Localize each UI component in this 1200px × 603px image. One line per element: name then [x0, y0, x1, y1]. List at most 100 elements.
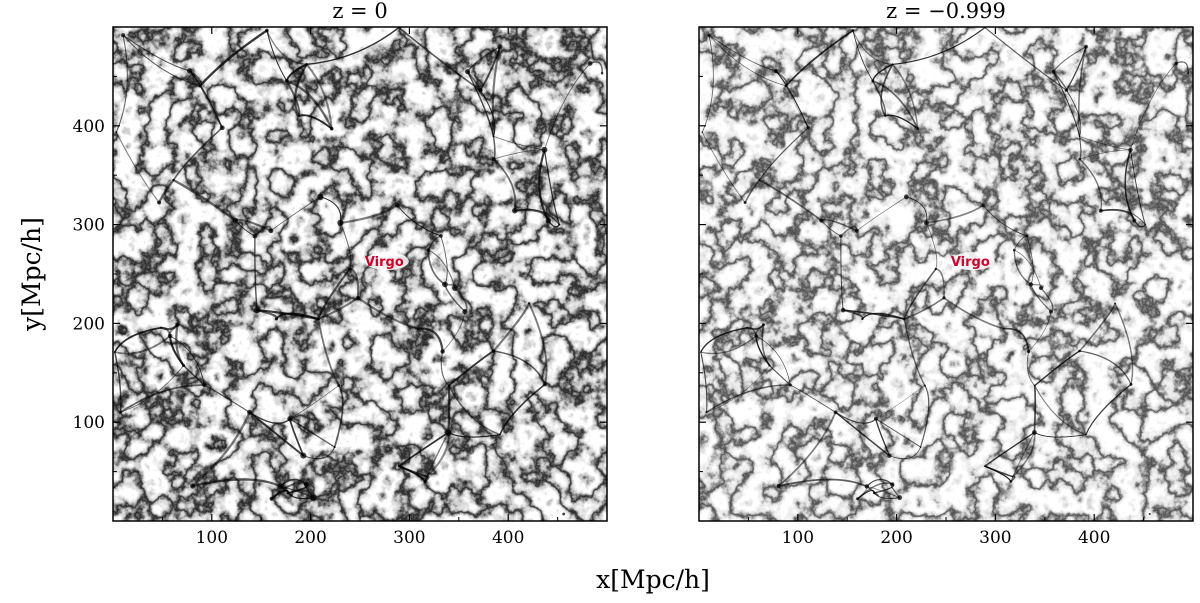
filament	[514, 208, 560, 226]
halo-node	[269, 496, 274, 501]
yticks-right	[699, 75, 1193, 473]
filament	[427, 249, 446, 286]
halo-node	[903, 194, 909, 200]
filament	[398, 431, 450, 468]
halo-node	[840, 307, 846, 313]
halo-node	[1026, 349, 1031, 354]
filament	[903, 297, 945, 320]
halo-node	[705, 411, 708, 414]
halo-node	[887, 453, 892, 458]
filament	[700, 351, 708, 413]
filament	[758, 179, 823, 222]
halo-node	[1128, 147, 1133, 153]
halo-node	[182, 363, 186, 368]
halo-node	[491, 349, 496, 353]
x-tick-label: 100	[196, 528, 228, 548]
filament	[416, 327, 444, 353]
filament	[175, 323, 185, 367]
x-axis-label: x[Mpc/h]	[596, 565, 710, 594]
halo-node	[462, 309, 468, 315]
halo-node	[465, 69, 471, 75]
filament	[1130, 63, 1177, 151]
filament	[866, 485, 879, 497]
halo-node	[232, 217, 239, 224]
filament	[903, 268, 937, 320]
filament	[834, 411, 891, 457]
filament	[875, 418, 922, 448]
virgo-label: Virgo	[365, 255, 404, 270]
halo-node	[497, 44, 503, 50]
filament	[1079, 158, 1103, 212]
halo-node	[1009, 480, 1013, 483]
filament	[775, 70, 809, 129]
y-tick-label: 300	[73, 216, 105, 236]
annotations-left: Virgo	[364, 252, 409, 271]
filament	[1130, 149, 1146, 226]
halo-node	[861, 317, 864, 321]
filament	[266, 29, 288, 82]
halo-node	[754, 334, 758, 338]
halo-node	[788, 383, 792, 387]
filament	[835, 411, 877, 424]
halo-node	[1011, 475, 1014, 478]
halo-node	[758, 179, 761, 181]
cosmic-web-texture-left	[113, 27, 607, 521]
halo-node	[1012, 248, 1016, 252]
halo-node	[542, 382, 548, 387]
x-tick-label: 400	[492, 528, 524, 548]
filament	[425, 431, 450, 478]
halo-node	[819, 218, 824, 223]
filament	[356, 296, 420, 330]
filament	[1033, 350, 1081, 387]
halo-node	[1038, 285, 1044, 291]
filament	[191, 478, 282, 488]
filament	[1010, 431, 1035, 483]
filament	[1028, 311, 1052, 352]
halo-node	[297, 114, 301, 118]
filament	[1079, 149, 1131, 160]
filament	[538, 148, 550, 222]
filament	[172, 178, 237, 222]
halo-node	[541, 146, 548, 153]
filament	[755, 335, 791, 386]
halo-node	[891, 63, 894, 66]
halo-node	[981, 203, 985, 207]
halo-node	[305, 63, 308, 66]
halo-node	[512, 207, 518, 214]
halo-node	[872, 491, 876, 495]
halo-node	[426, 248, 431, 252]
filament	[424, 431, 450, 483]
filament	[1079, 136, 1131, 151]
filament	[248, 411, 305, 457]
filament	[984, 27, 1067, 91]
halo-node	[1032, 430, 1037, 435]
filament	[398, 27, 482, 91]
filament	[840, 235, 844, 311]
halo-node	[1187, 72, 1190, 75]
halo-node	[277, 483, 284, 490]
filament	[172, 126, 224, 181]
filament	[708, 34, 777, 72]
halo-node	[916, 127, 920, 131]
halo-node	[355, 295, 361, 301]
halo-node	[167, 333, 173, 339]
filament	[744, 179, 761, 204]
filament	[875, 385, 926, 420]
filament	[943, 297, 1005, 330]
halo-node	[287, 416, 293, 422]
filament	[198, 29, 269, 87]
halo-node	[329, 126, 334, 131]
halo-node	[175, 322, 180, 327]
filament	[317, 296, 360, 321]
panel-title-right: z = −0.999	[886, 0, 1006, 23]
filament	[544, 62, 591, 151]
filament	[319, 196, 342, 224]
halo-node	[923, 384, 926, 387]
filament	[1013, 249, 1042, 289]
halo-node	[265, 28, 269, 33]
halo-node	[984, 465, 986, 467]
filament	[199, 85, 223, 129]
filament	[903, 318, 926, 387]
halo-node	[316, 317, 320, 321]
filament	[289, 418, 336, 448]
